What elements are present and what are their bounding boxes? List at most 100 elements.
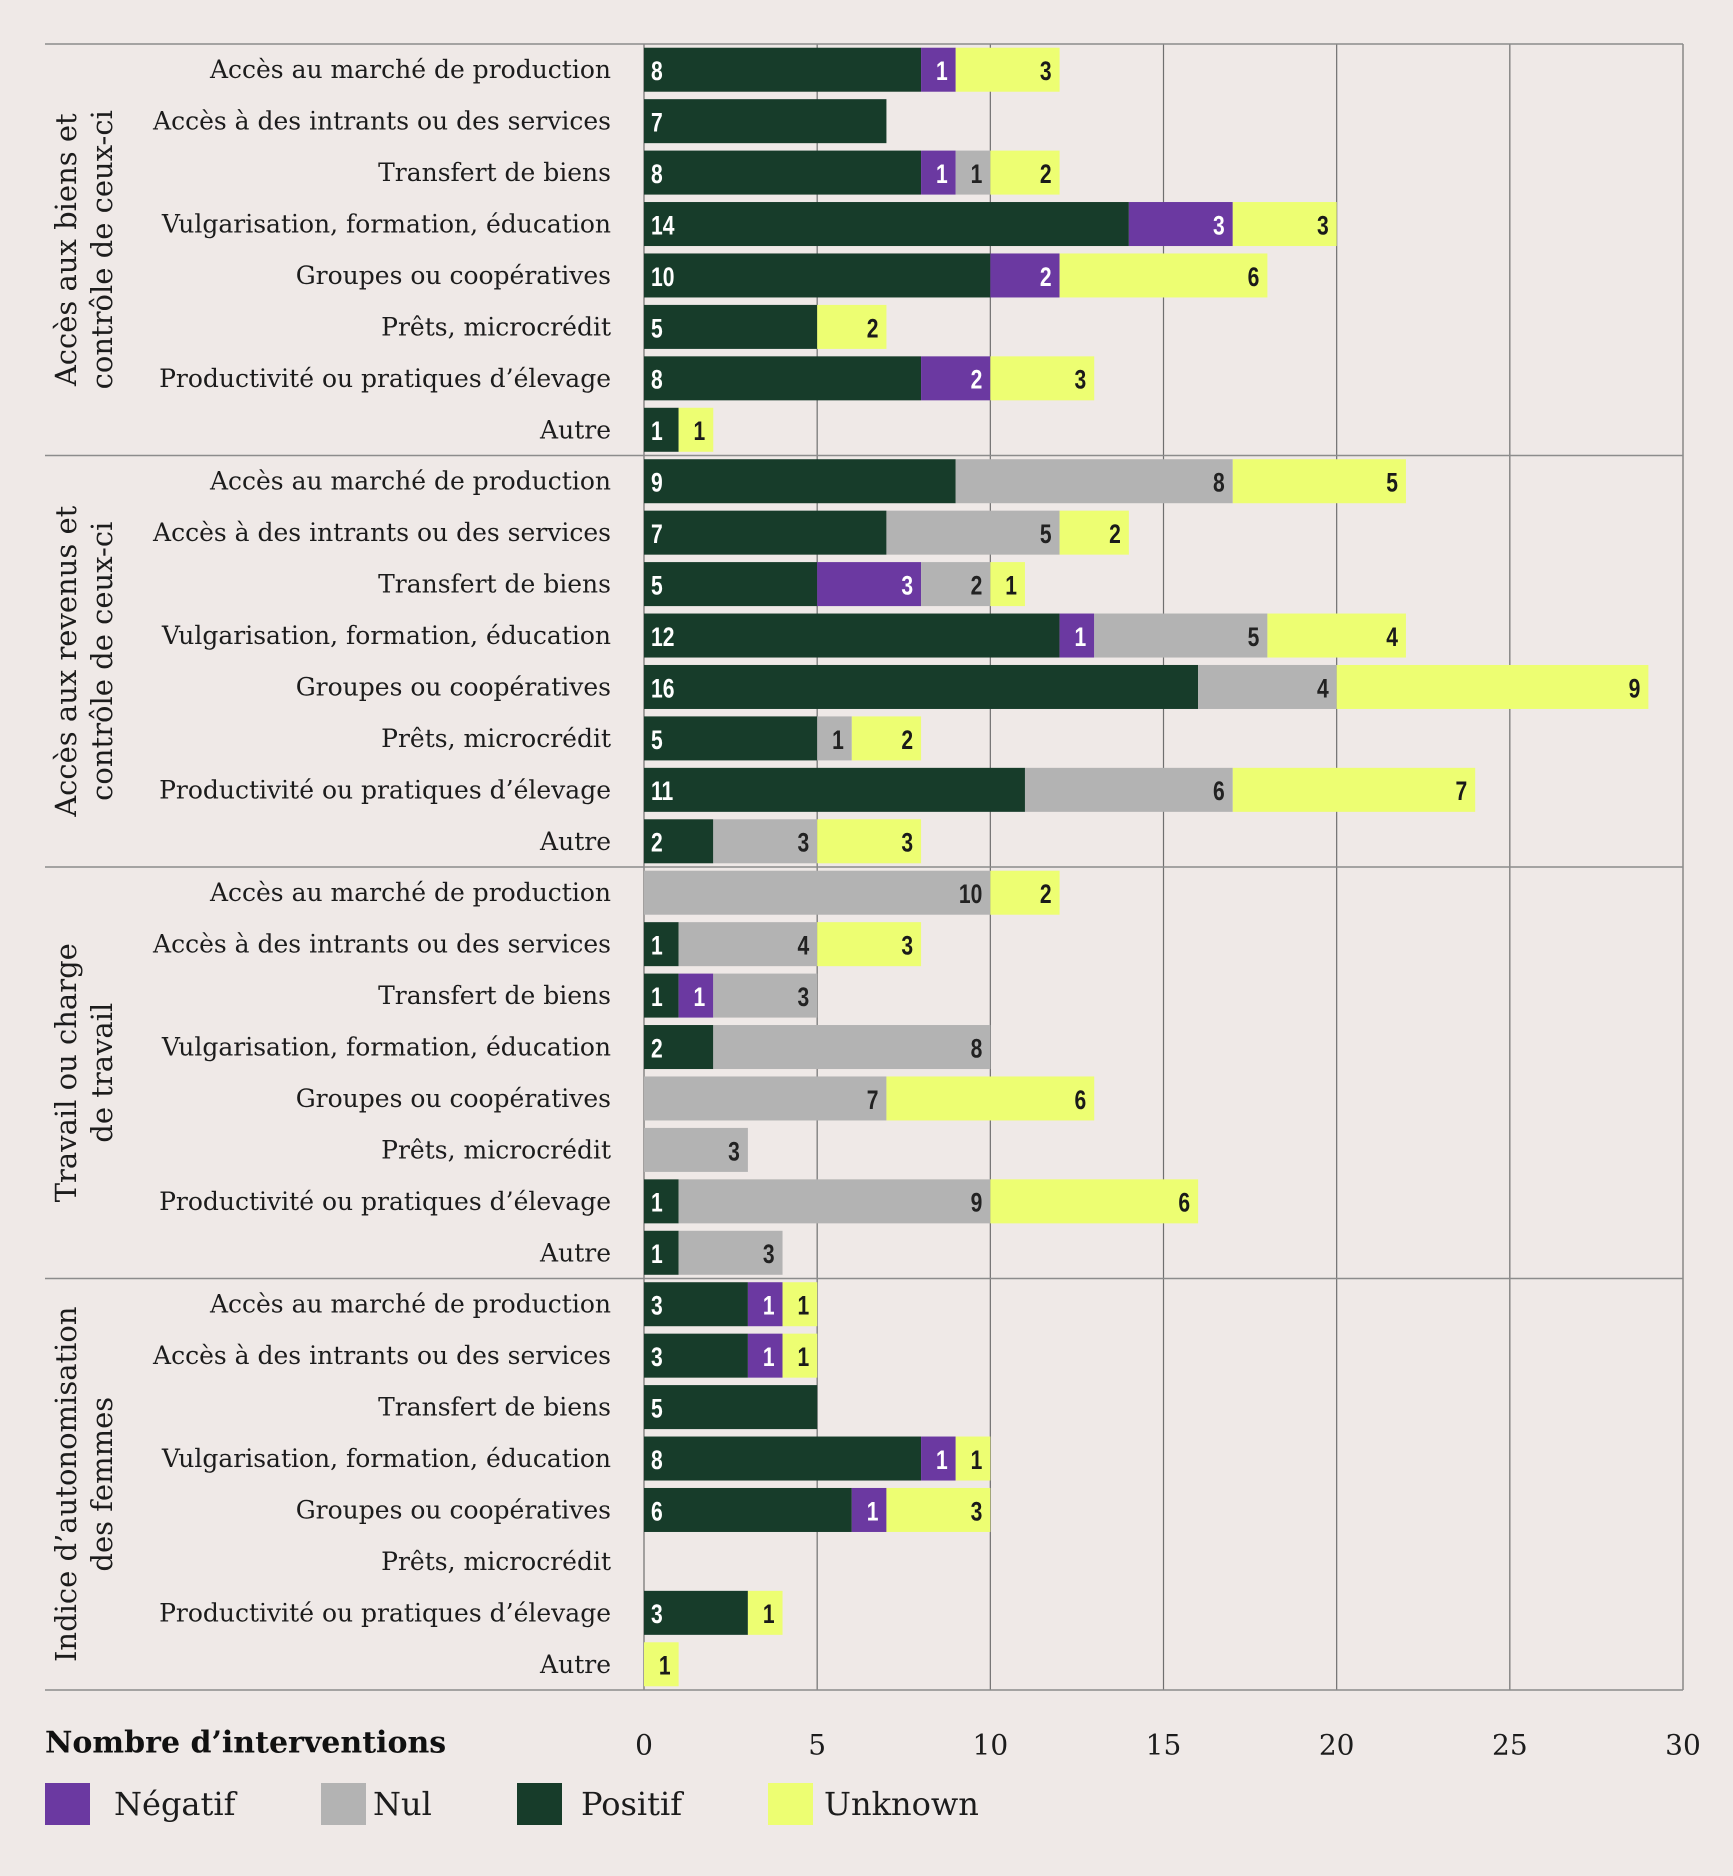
x-tick-label: 5 [808,1729,826,1762]
bar-value-label: 1 [936,1445,948,1475]
category-label: Accès au marché de production [209,55,611,84]
bar-segment-positif [644,1436,922,1481]
group-title-line: contrôle de ceux-ci [85,110,119,389]
bar-value-label: 7 [1455,777,1467,807]
bar-value-label: 6 [1178,1188,1190,1218]
bar-segment-positif [644,819,714,864]
bar-value-label: 1 [659,1651,671,1681]
bar-value-label: 7 [651,520,663,550]
bar-segment-positif [644,1385,818,1430]
bar-segment-positif [644,1179,679,1224]
bar-segment-positif [644,253,991,298]
bar-value-label: 16 [651,674,674,704]
bar-value-label: 6 [651,1497,663,1527]
bar-value-label: 2 [1040,160,1052,190]
bar-segment-negatif [747,1333,783,1378]
bar-segment-positif [644,922,679,967]
bar-segment-positif [644,562,818,607]
bar-segment-negatif [921,150,956,195]
legend-label: Positif [581,1785,684,1823]
category-label: Autre [539,1238,611,1267]
category-label: Transfert de biens [378,981,611,1010]
bar-segment-nul [678,1230,783,1275]
bar-value-label: 7 [651,108,663,138]
category-label: Accès à des intrants ou des services [152,107,611,136]
legend-label: Nul [373,1785,432,1823]
bar-value-label: 2 [1040,880,1052,910]
category-label: Vulgarisation, formation, éducation [161,1444,611,1473]
category-label: Groupes ou coopératives [296,672,611,701]
bar-segment-unknown [782,1333,818,1378]
bar-value-label: 2 [1109,520,1121,550]
bar-value-label: 1 [971,1445,983,1475]
bar-segment-positif [644,1487,852,1532]
bar-value-label: 8 [1213,468,1225,498]
bar-group: Accès aux revenus et contrôle de ceux-ci A… [49,459,1649,864]
bar-segment-unknown [817,304,887,349]
bar-value-label: 8 [651,1445,663,1475]
bar-segment-unknown [851,716,922,761]
bar-value-label: 12 [651,622,674,652]
bar-value-label: 5 [651,571,663,601]
bar-segment-nul [678,1179,991,1224]
bar-group: Travail ou charge de travail Accès au marc… [49,870,1199,1275]
category-label: Accès au marché de production [209,1290,611,1319]
bar-segment-negatif [921,356,991,401]
bar-segment-nul [644,1127,748,1172]
bar-segment-nul [1198,664,1337,709]
bar-value-label: 8 [971,1034,983,1064]
bar-value-label: 1 [1075,622,1087,652]
bar-value-label: 1 [1005,571,1017,601]
bar-segment-nul [713,1025,991,1070]
category-label: Groupes ou coopératives [296,1084,611,1113]
x-tick-label: 15 [1146,1729,1182,1762]
category-label: Accès au marché de production [209,467,611,496]
bar-segment-unknown [1232,459,1406,504]
category-label: Vulgarisation, formation, éducation [161,210,611,239]
bar-segment-negatif [1128,202,1233,247]
bar-segment-unknown [1232,767,1476,812]
bar-value-label: 5 [1386,468,1398,498]
bar-segment-unknown [990,150,1060,195]
category-label: Autre [539,1650,611,1679]
bar-segment-negatif [921,47,956,92]
bar-segment-positif [644,1282,748,1327]
bar-segment-negatif [747,1282,783,1327]
category-label: Prêts, microcrédit [381,724,611,753]
bar-segment-positif [644,664,1199,709]
bar-value-label: 3 [797,828,809,858]
category-label: Productivité ou pratiques d’élevage [159,775,611,804]
bar-segment-negatif [990,253,1060,298]
bar-segment-unknown [990,562,1025,607]
bar-value-label: 3 [1317,211,1329,241]
bar-value-label: 1 [797,1343,809,1373]
bar-segment-unknown [782,1282,818,1327]
bar-value-label: 8 [651,160,663,190]
bar-value-label: 1 [867,1497,879,1527]
category-label: Transfert de biens [378,570,611,599]
category-label: Vulgarisation, formation, éducation [161,621,611,650]
bar-segment-unknown [1059,510,1129,555]
bar-group: Indice d’autonomisation des femmes Accès a… [49,1282,991,1687]
bar-value-label: 3 [651,1291,663,1321]
category-label: Accès à des intrants ou des services [152,1341,611,1370]
bar-segment-nul [678,922,818,967]
category-label: Vulgarisation, formation, éducation [161,1033,611,1062]
bar-value-label: 1 [694,417,706,447]
bar-segment-nul [644,1076,887,1121]
bar-segment-unknown [644,1642,679,1687]
bar-segment-unknown [678,407,714,452]
bar-value-label: 1 [651,983,663,1013]
bar-group: Accès aux biens et contrôle de ceux-ci Acc… [49,47,1337,452]
group-title-line: Accès aux revenus et [49,505,83,817]
bar-segment-positif [644,1333,748,1378]
bar-segment-unknown [1232,202,1337,247]
bar-segment-unknown [747,1590,783,1635]
legend-swatch [321,1783,366,1825]
bar-segment-unknown [1059,253,1268,298]
bar-value-label: 1 [797,1291,809,1321]
bar-value-label: 8 [651,365,663,395]
bar-value-label: 2 [651,828,663,858]
bar-segment-positif [644,407,679,452]
category-label: Productivité ou pratiques d’élevage [159,1598,611,1627]
